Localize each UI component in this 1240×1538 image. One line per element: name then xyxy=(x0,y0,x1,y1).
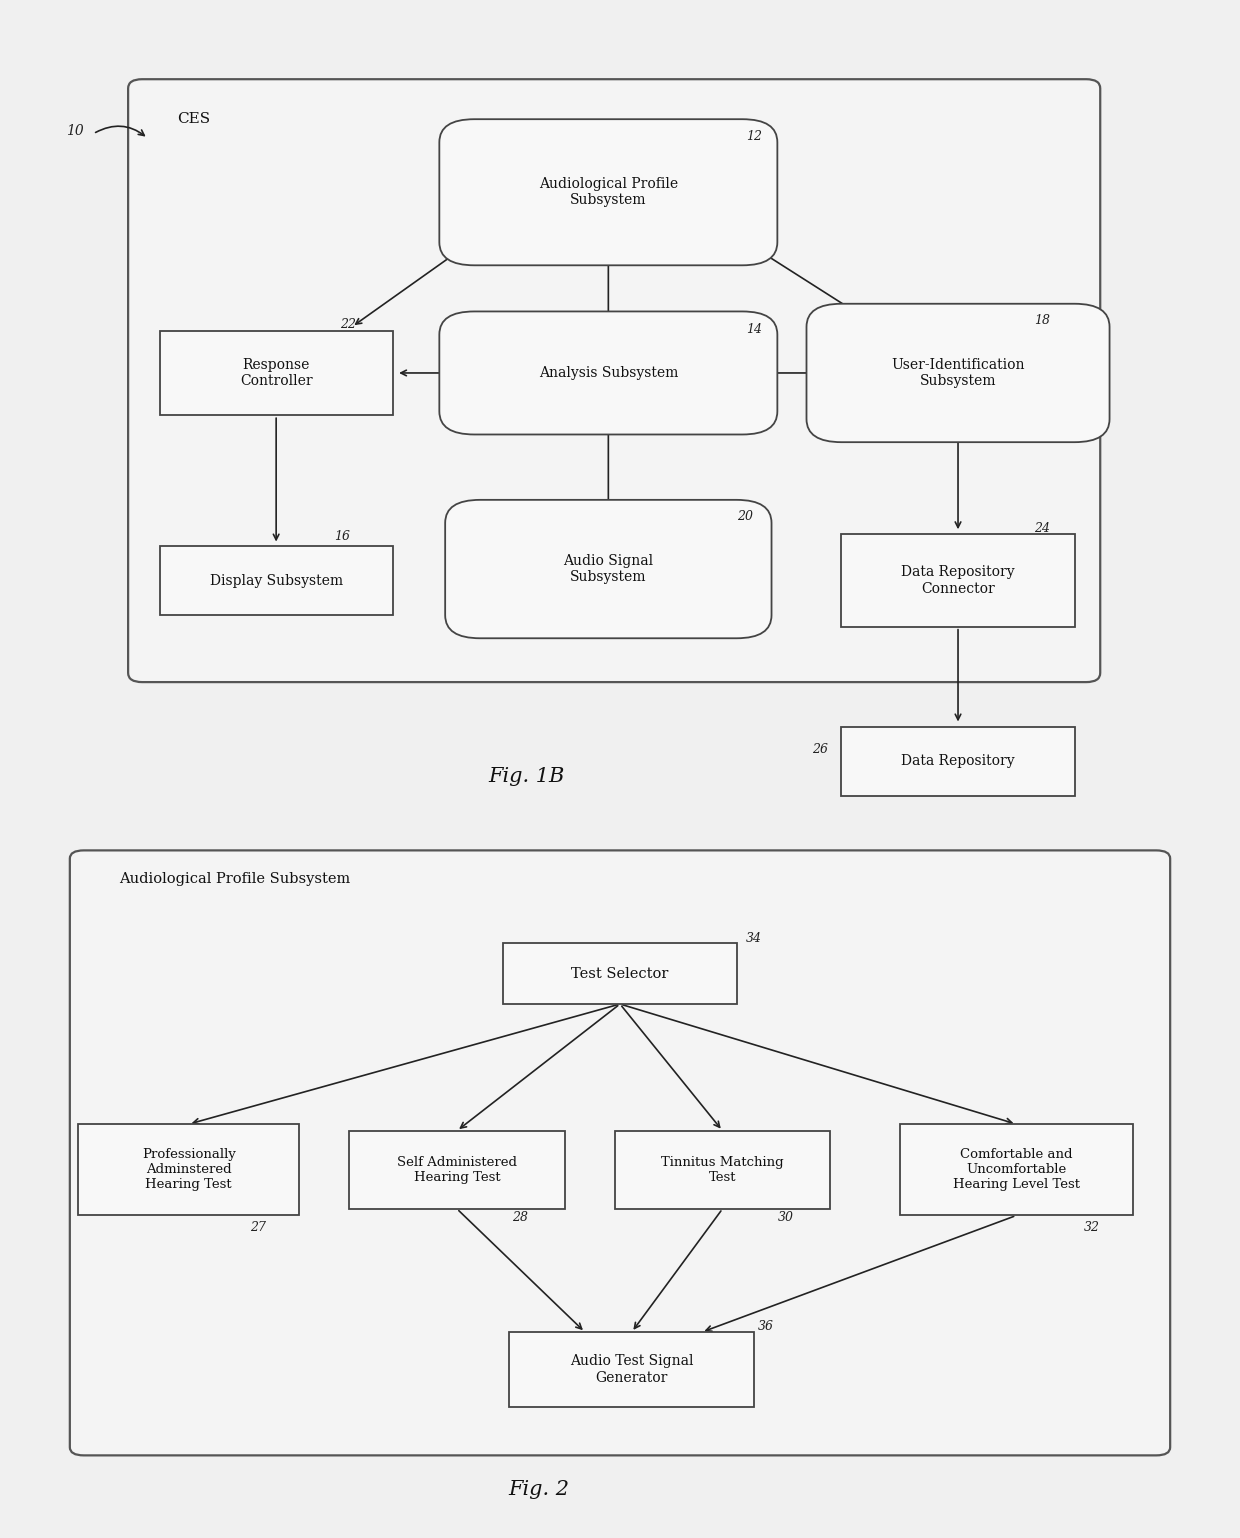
FancyBboxPatch shape xyxy=(900,1124,1133,1215)
Text: Tinnitus Matching
Test: Tinnitus Matching Test xyxy=(661,1155,784,1184)
FancyBboxPatch shape xyxy=(503,943,737,1004)
FancyBboxPatch shape xyxy=(510,1332,754,1407)
FancyBboxPatch shape xyxy=(615,1130,831,1209)
Text: Analysis Subsystem: Analysis Subsystem xyxy=(538,366,678,380)
Text: 10: 10 xyxy=(67,123,84,138)
Text: User-Identification
Subsystem: User-Identification Subsystem xyxy=(892,358,1024,388)
Text: 30: 30 xyxy=(777,1210,794,1224)
FancyBboxPatch shape xyxy=(160,546,393,615)
Text: 18: 18 xyxy=(1034,314,1050,328)
FancyBboxPatch shape xyxy=(806,305,1110,443)
FancyBboxPatch shape xyxy=(348,1130,564,1209)
Text: 16: 16 xyxy=(335,531,351,543)
Text: 20: 20 xyxy=(737,511,753,523)
Text: Fig. 2: Fig. 2 xyxy=(508,1480,569,1498)
Text: CES: CES xyxy=(177,112,211,126)
FancyBboxPatch shape xyxy=(128,78,1100,683)
Text: Data Repository
Connector: Data Repository Connector xyxy=(901,566,1014,595)
Text: 24: 24 xyxy=(1034,521,1050,535)
Text: 32: 32 xyxy=(1084,1221,1100,1233)
Text: Fig. 1B: Fig. 1B xyxy=(489,767,565,786)
Text: 27: 27 xyxy=(250,1221,267,1233)
Text: Response
Controller: Response Controller xyxy=(239,358,312,388)
FancyBboxPatch shape xyxy=(842,727,1075,797)
FancyBboxPatch shape xyxy=(69,851,1171,1455)
Text: 36: 36 xyxy=(758,1320,774,1333)
Text: 26: 26 xyxy=(812,743,828,757)
Text: 22: 22 xyxy=(340,318,356,331)
Text: 12: 12 xyxy=(746,129,761,143)
FancyBboxPatch shape xyxy=(78,1124,300,1215)
Text: Professionally
Adminstered
Hearing Test: Professionally Adminstered Hearing Test xyxy=(141,1149,236,1192)
Text: Test Selector: Test Selector xyxy=(572,966,668,981)
Text: Data Repository: Data Repository xyxy=(901,754,1014,769)
FancyBboxPatch shape xyxy=(439,120,777,265)
FancyBboxPatch shape xyxy=(439,312,777,435)
Text: 14: 14 xyxy=(746,323,761,335)
FancyBboxPatch shape xyxy=(842,535,1075,628)
Text: Audiological Profile Subsystem: Audiological Profile Subsystem xyxy=(119,872,350,886)
Text: Display Subsystem: Display Subsystem xyxy=(210,574,342,588)
FancyBboxPatch shape xyxy=(160,331,393,415)
Text: 28: 28 xyxy=(512,1210,527,1224)
FancyBboxPatch shape xyxy=(445,500,771,638)
Text: Audiological Profile
Subsystem: Audiological Profile Subsystem xyxy=(539,177,678,208)
Text: Self Administered
Hearing Test: Self Administered Hearing Test xyxy=(397,1155,517,1184)
Text: 34: 34 xyxy=(746,932,761,944)
Text: Audio Signal
Subsystem: Audio Signal Subsystem xyxy=(563,554,653,584)
Text: Audio Test Signal
Generator: Audio Test Signal Generator xyxy=(570,1355,693,1384)
Text: Comfortable and
Uncomfortable
Hearing Level Test: Comfortable and Uncomfortable Hearing Le… xyxy=(952,1149,1080,1192)
